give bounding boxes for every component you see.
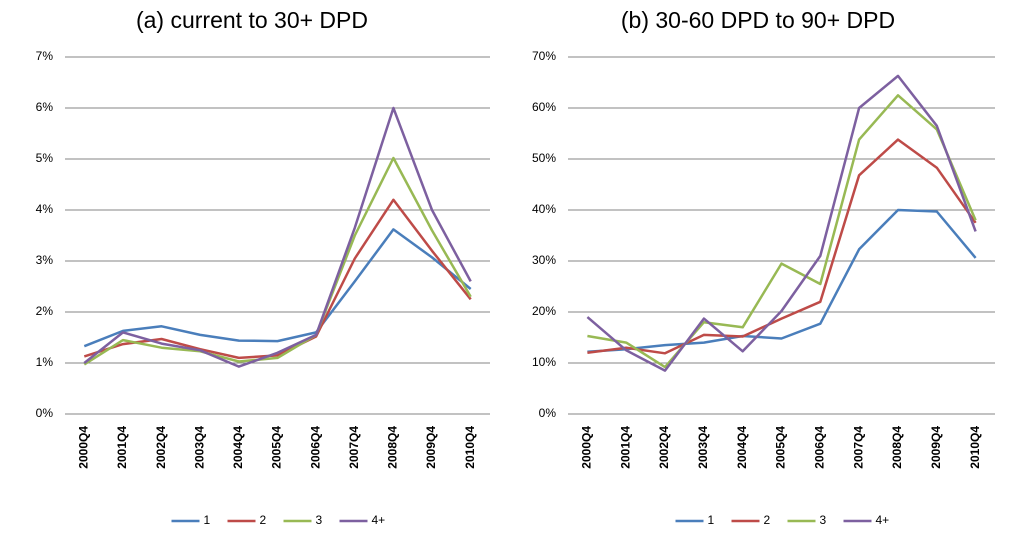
chart-title: (a) current to 30+ DPD [136,7,368,33]
x-tick-label: 2010Q4 [968,426,982,469]
x-tick-label: 2004Q4 [231,426,245,469]
x-tick-label: 2009Q4 [929,426,943,469]
x-tick-label: 2003Q4 [696,426,710,469]
y-tick-label: 0% [36,406,54,420]
y-tick-label: 20% [532,304,556,318]
legend-label: 4+ [372,513,386,527]
x-tick-label: 2009Q4 [424,426,438,469]
chart: (b) 30-60 DPD to 90+ DPD 0% 10% 20% 30% 40% 50… [532,7,995,527]
chart: (a) current to 30+ DPD 0% 1% 2% 3% 4% 5% 6% 7% 20… [36,7,490,527]
x-tick-label: 2001Q4 [618,426,632,469]
x-tick-label: 2000Q4 [76,426,90,469]
series-line [587,138,977,355]
legend-label: 1 [708,513,715,527]
legend-label: 2 [764,513,771,527]
x-tick-label: 2003Q4 [192,426,206,469]
series-line [83,198,472,360]
y-tick-label: 7% [36,49,54,63]
y-tick-label: 50% [532,151,556,165]
series-line [83,106,472,368]
series-line [83,228,472,348]
x-tick-label: 2005Q4 [774,426,788,469]
x-tick-label: 2007Q4 [347,426,361,469]
y-tick-label: 30% [532,253,556,267]
x-tick-label: 2007Q4 [851,426,865,469]
legend-label: 3 [316,513,323,527]
x-tick-label: 2002Q4 [154,426,168,469]
x-tick-label: 2006Q4 [308,426,322,469]
y-tick-label: 6% [36,100,54,114]
x-tick-label: 2004Q4 [735,426,749,469]
y-tick-label: 10% [532,355,556,369]
y-tick-label: 60% [532,100,556,114]
series-line [83,156,472,366]
chart-title: (b) 30-60 DPD to 90+ DPD [621,7,895,33]
x-tick-label: 2006Q4 [812,426,826,469]
y-tick-label: 0% [539,406,557,420]
x-tick-label: 2008Q4 [386,426,400,469]
legend-label: 1 [204,513,211,527]
y-tick-label: 2% [36,304,54,318]
series-line [587,208,977,354]
y-tick-label: 4% [36,202,54,216]
x-tick-label: 2000Q4 [580,426,594,469]
series-line [586,74,977,372]
legend-label: 3 [820,513,827,527]
legend-label: 4+ [876,513,890,527]
x-tick-label: 2001Q4 [115,426,129,469]
x-tick-label: 2002Q4 [657,426,671,469]
x-tick-label: 2005Q4 [270,426,284,469]
y-tick-label: 40% [532,202,556,216]
x-tick-label: 2008Q4 [890,426,904,469]
y-tick-label: 5% [36,151,54,165]
y-tick-label: 70% [532,49,556,63]
y-tick-label: 3% [36,253,54,267]
legend-label: 2 [260,513,267,527]
series-line [587,94,977,369]
x-tick-label: 2010Q4 [463,426,477,469]
y-tick-label: 1% [36,355,54,369]
